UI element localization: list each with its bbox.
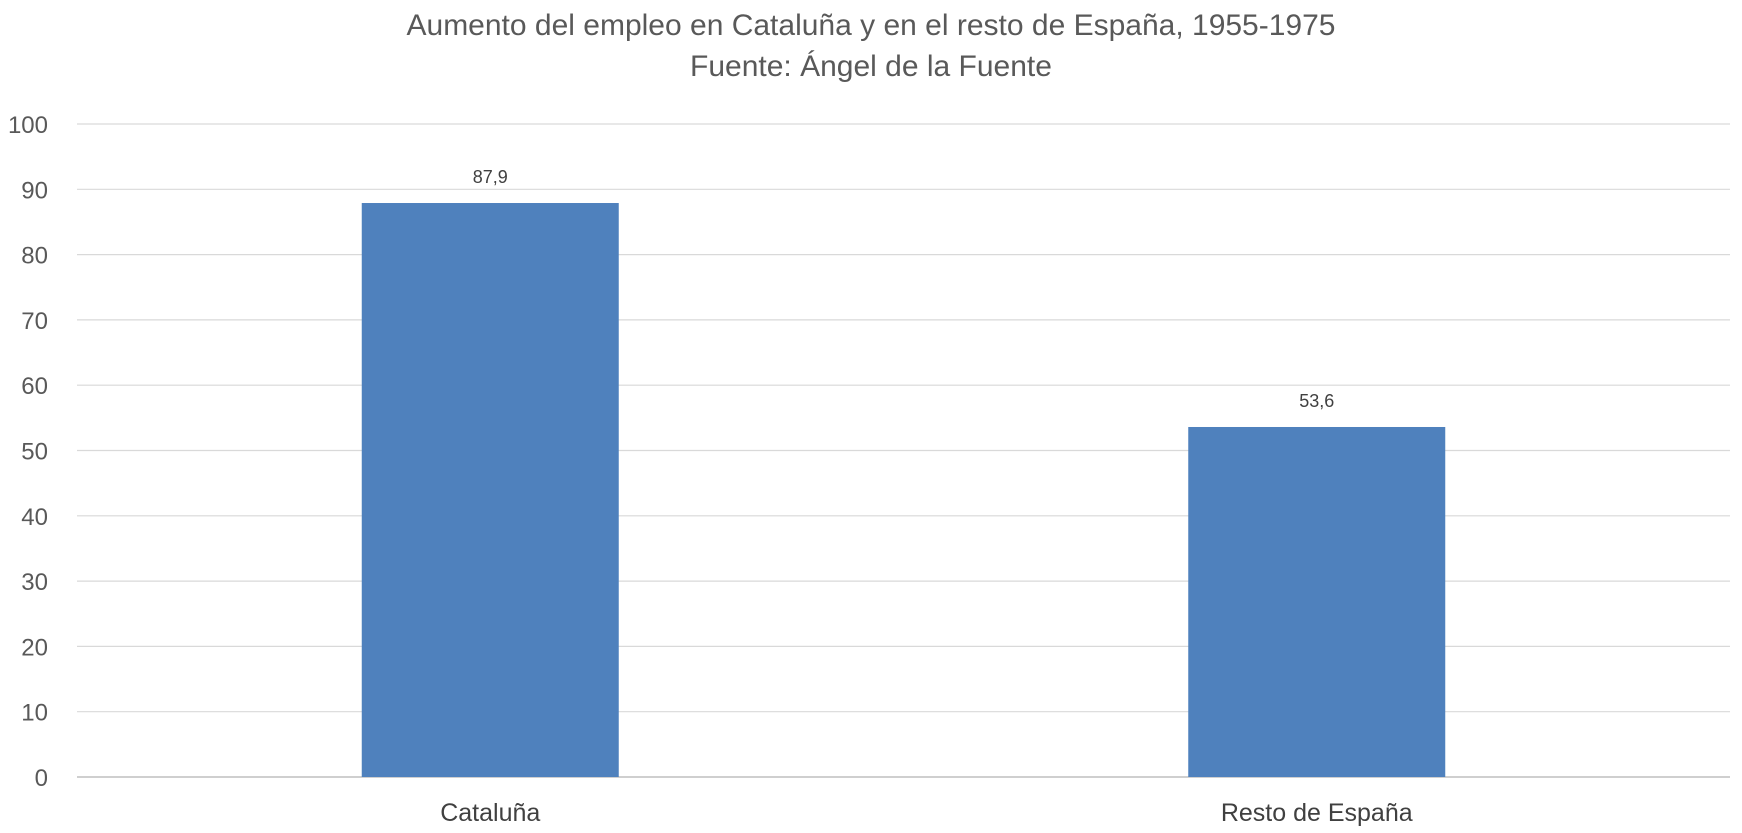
y-tick-label: 40 (21, 504, 48, 531)
chart-subtitle: Fuente: Ángel de la Fuente (690, 50, 1052, 83)
y-tick-label: 100 (8, 112, 48, 139)
y-tick-label: 80 (21, 243, 48, 270)
y-tick-label: 70 (21, 308, 48, 335)
y-tick-label: 0 (35, 765, 48, 792)
x-axis-category-labels: Cataluña Resto de España (440, 799, 1413, 827)
y-tick-label: 10 (21, 700, 48, 727)
y-tick-label: 60 (21, 373, 48, 400)
y-axis-tick-labels: 0 10 20 30 40 50 60 70 80 90 100 (8, 112, 48, 792)
y-tick-label: 90 (21, 177, 48, 204)
chart-title: Aumento del empleo en Cataluña y en el r… (407, 9, 1336, 42)
data-label: 87,9 (473, 167, 508, 187)
data-labels: 87,9 53,6 (473, 167, 1335, 411)
x-category-label: Resto de España (1221, 799, 1413, 827)
gridlines (77, 123, 1730, 778)
bars (361, 203, 1446, 777)
data-label: 53,6 (1299, 391, 1334, 411)
y-tick-label: 50 (21, 439, 48, 466)
bar (361, 203, 619, 777)
y-tick-label: 30 (21, 569, 48, 596)
y-tick-label: 20 (21, 634, 48, 661)
bar (1188, 426, 1446, 777)
x-category-label: Cataluña (440, 799, 540, 827)
